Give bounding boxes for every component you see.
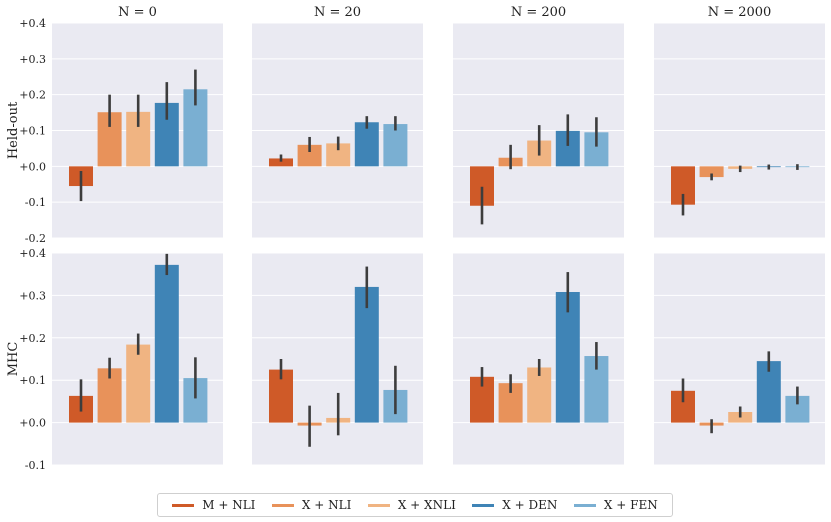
legend: M + NLI X + NLI X + XNLI X + DEN X + FEN xyxy=(157,493,673,517)
row-label: Held-out xyxy=(6,101,21,159)
legend-swatch xyxy=(573,503,596,507)
bar xyxy=(354,122,379,167)
bar xyxy=(383,124,408,167)
panel-title: N = 2000 xyxy=(708,5,772,20)
panel-title: N = 20 xyxy=(314,5,361,20)
bar xyxy=(269,158,293,167)
y-tick-label: +0.2 xyxy=(19,89,46,102)
legend-swatch xyxy=(271,503,294,507)
legend-swatch xyxy=(172,503,195,507)
y-tick-label: +0.4 xyxy=(19,247,46,260)
bar xyxy=(354,286,379,423)
y-tick-label: -0.2 xyxy=(25,232,46,245)
y-tick-label: +0.0 xyxy=(19,160,46,173)
y-tick-label: +0.1 xyxy=(19,125,46,138)
legend-item: X + DEN xyxy=(472,498,557,512)
legend-item: X + FEN xyxy=(573,498,658,512)
legend-label: X + XNLI xyxy=(397,498,456,512)
y-tick-label: +0.1 xyxy=(19,374,46,387)
bar xyxy=(126,344,151,423)
y-tick-label: +0.4 xyxy=(19,17,46,30)
panel-title: N = 0 xyxy=(118,5,157,20)
bar xyxy=(326,143,351,167)
y-tick-label: -0.1 xyxy=(25,196,46,209)
bar xyxy=(699,166,724,178)
legend-label: X + FEN xyxy=(603,498,658,512)
legend-swatch xyxy=(367,503,390,507)
y-tick-label: +0.3 xyxy=(19,289,46,302)
y-tick-label: +0.2 xyxy=(19,332,46,345)
legend-label: X + NLI xyxy=(301,498,352,512)
y-tick-label: +0.0 xyxy=(19,417,46,430)
y-tick-label: -0.1 xyxy=(25,459,46,472)
row-label: MHC xyxy=(6,342,21,377)
legend-swatch xyxy=(472,503,495,507)
bar xyxy=(527,367,552,423)
bar xyxy=(555,292,580,423)
bar xyxy=(154,264,179,423)
legend-label: M + NLI xyxy=(202,498,256,512)
y-tick-label: +0.3 xyxy=(19,53,46,66)
legend-item: M + NLI xyxy=(172,498,255,512)
panel-background xyxy=(654,253,825,465)
legend-item: X + NLI xyxy=(271,498,352,512)
bar xyxy=(297,144,322,167)
legend-item: X + XNLI xyxy=(367,498,456,512)
bar xyxy=(498,383,523,423)
panel-title: N = 200 xyxy=(511,5,566,20)
legend-label: X + DEN xyxy=(502,498,558,512)
